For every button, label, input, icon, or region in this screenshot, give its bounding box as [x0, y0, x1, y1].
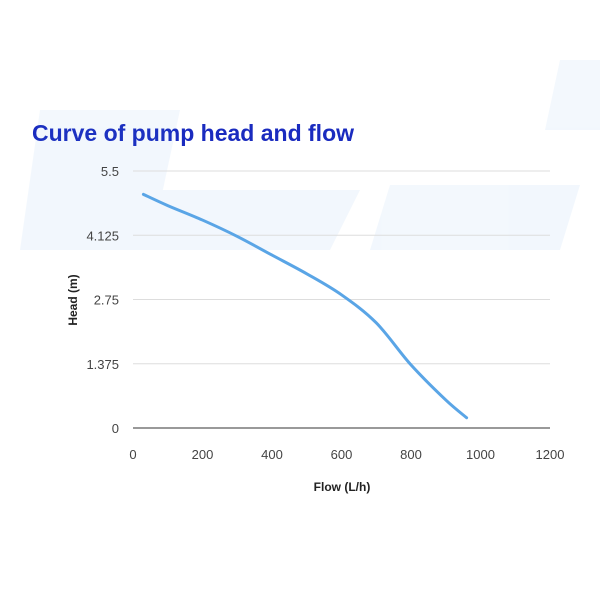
tick-layer: 0 1.375 2.75 4.125 5.5 0 200 400 600 800 1000 1200: [86, 164, 564, 462]
grid-layer: [133, 170, 550, 429]
x-tick-label: 800: [400, 447, 422, 462]
x-tick-label: 400: [261, 447, 283, 462]
x-tick-label: 1000: [466, 447, 495, 462]
y-tick-label: 1.375: [86, 357, 119, 372]
series-layer: [141, 192, 469, 420]
series-line-head: [141, 192, 469, 420]
x-tick-label: 200: [192, 447, 214, 462]
chart-title: Curve of pump head and flow: [32, 120, 355, 146]
y-tick-label: 2.75: [94, 293, 119, 308]
y-tick-label: 0: [112, 421, 119, 436]
x-tick-label: 600: [331, 447, 353, 462]
y-tick-label: 4.125: [86, 228, 119, 243]
y-tick-label: 5.5: [101, 164, 119, 179]
x-tick-label: 0: [129, 447, 136, 462]
y-axis-label: Head (m): [66, 274, 80, 325]
x-tick-label: 1200: [536, 447, 565, 462]
x-axis-label: Flow (L/h): [314, 480, 371, 494]
background-watermark: [20, 60, 600, 250]
